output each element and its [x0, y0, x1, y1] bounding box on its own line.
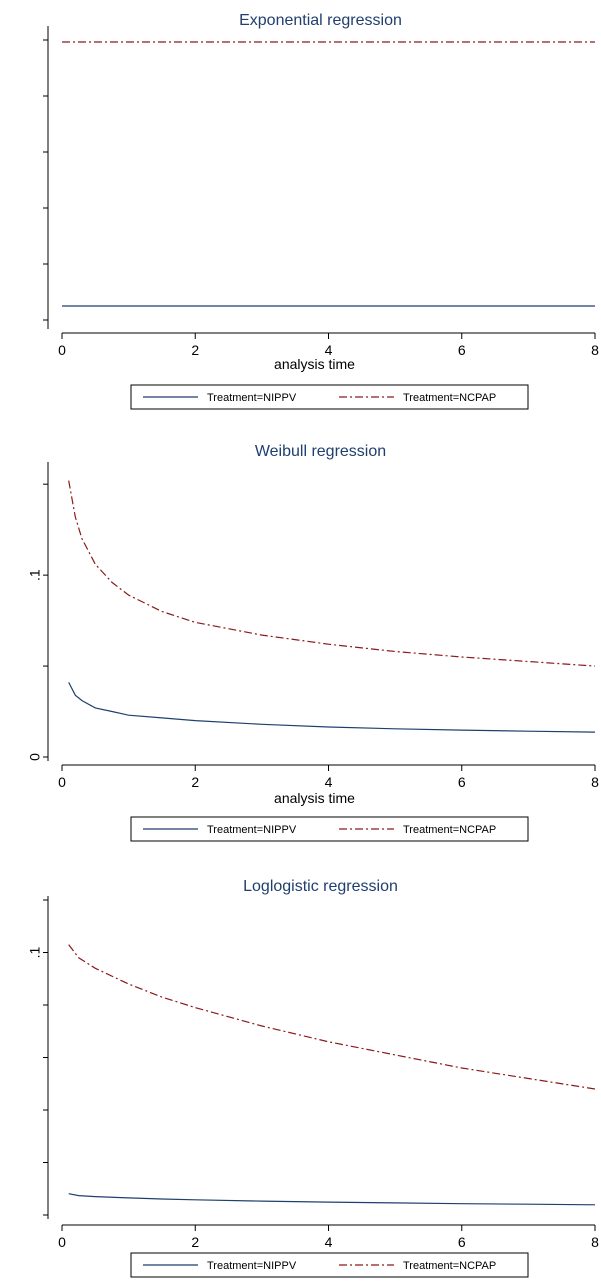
series-line-nippv	[68, 682, 596, 733]
x-tick-label: 6	[458, 1234, 466, 1250]
chart-title: Exponential regression	[239, 12, 402, 29]
legend-label-nippv: Treatment=NIPPV	[207, 1260, 297, 1272]
x-tick-label: 8	[591, 774, 599, 790]
legend-label-ncpap: Treatment=NCPAP	[403, 1260, 496, 1272]
x-axis-label: analysis time	[274, 790, 355, 806]
legend-label-ncpap: Treatment=NCPAP	[403, 824, 496, 836]
x-tick-label: 8	[591, 342, 599, 358]
legend-label-nippv: Treatment=NIPPV	[207, 824, 297, 836]
legend: Treatment=NIPPV Treatment=NCPAP	[130, 1252, 529, 1278]
legend-label-ncpap: Treatment=NCPAP	[403, 392, 496, 404]
x-tick-label: 4	[325, 342, 333, 358]
series-line-nippv	[68, 1193, 596, 1206]
legend-label-nippv: Treatment=NIPPV	[207, 392, 297, 404]
series-line-ncpap	[68, 480, 596, 667]
y-tick-label: 0	[27, 753, 43, 761]
x-tick-label: 2	[191, 1234, 199, 1250]
x-tick-label: 6	[458, 774, 466, 790]
y-tick-label: .1	[27, 946, 43, 958]
x-tick-label: 2	[191, 342, 199, 358]
chart-title: Loglogistic regression	[243, 878, 398, 895]
x-tick-label: 0	[58, 1234, 66, 1250]
chart-panel-2: Weibull regression 0 2 4 6 8 analysis time 0 .1 T…	[27, 443, 599, 842]
x-axis-label: analysis time	[274, 356, 355, 372]
x-tick-label: 4	[325, 774, 333, 790]
x-tick-label: 4	[325, 1234, 333, 1250]
series-line-ncpap	[68, 944, 596, 1090]
x-tick-label: 0	[58, 342, 66, 358]
chart-panel-1: Exponential regression 0 2 4 6 8 analysis time…	[43, 12, 599, 410]
x-tick-label: 0	[58, 774, 66, 790]
legend: Treatment=NIPPV Treatment=NCPAP	[130, 816, 529, 842]
y-tick-label: .1	[27, 569, 43, 581]
x-tick-label: 8	[591, 1234, 599, 1250]
legend: Treatment=NIPPV Treatment=NCPAP	[130, 384, 529, 410]
chart-title: Weibull regression	[255, 443, 386, 460]
x-tick-label: 2	[191, 774, 199, 790]
x-tick-label: 6	[458, 342, 466, 358]
